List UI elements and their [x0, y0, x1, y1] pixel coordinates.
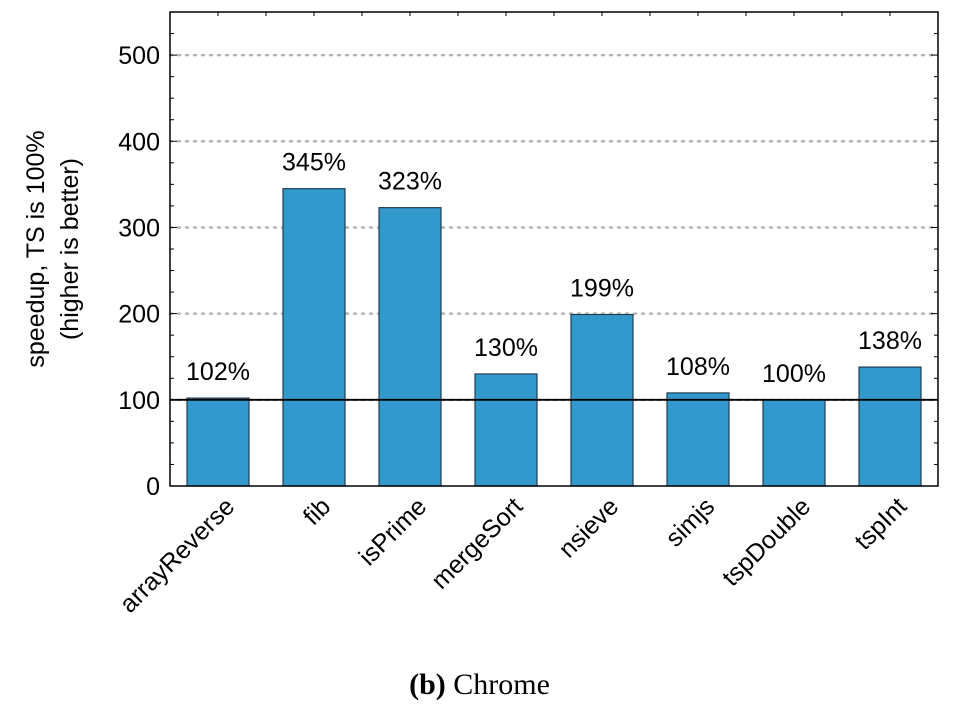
bar-arrayReverse [186, 397, 250, 487]
category-label-tspInt: tspInt [849, 492, 912, 555]
y-axis-title: speedup, TS is 100% (higher is better) [22, 130, 84, 367]
y-axis-title-line-1: speedup, TS is 100% [22, 130, 50, 367]
category-label-isPrime: isPrime [354, 492, 433, 571]
category-label-arrayReverse: arrayReverse [114, 492, 240, 618]
y-tick-label-400: 400 [118, 128, 160, 156]
caption-text: Chrome [453, 668, 550, 701]
data-label-isPrime: 323% [378, 168, 442, 196]
data-label-fib: 345% [282, 149, 346, 177]
y-axis-ticks: 0 100 200 300 400 500 [118, 11, 939, 501]
y-tick-label-500: 500 [118, 42, 160, 70]
bars [186, 188, 922, 487]
data-labels: 102% 345% 323% 130% 199% 108% 100% 138% [186, 149, 922, 388]
category-label-fib: fib [298, 492, 336, 530]
data-label-nsieve: 199% [570, 274, 634, 302]
bar-simjs [666, 392, 730, 487]
caption-label: (b) [409, 668, 446, 701]
y-tick-label-300: 300 [118, 214, 160, 242]
category-label-tspDouble: tspDouble [717, 492, 816, 591]
category-label-mergeSort: mergeSort [426, 492, 528, 594]
data-label-tspDouble: 100% [762, 360, 826, 388]
bar-tspInt [858, 366, 922, 487]
data-label-simjs: 108% [666, 353, 730, 381]
data-label-arrayReverse: 102% [186, 358, 250, 386]
category-label-simjs: simjs [660, 492, 720, 552]
category-label-nsieve: nsieve [553, 492, 624, 563]
data-label-mergeSort: 130% [474, 334, 538, 362]
y-axis-title-line-2: (higher is better) [56, 158, 84, 340]
bar-tspDouble [762, 399, 826, 487]
bar-fib [282, 188, 346, 487]
bar-isPrime [378, 207, 442, 487]
figure-caption: (b) Chrome [0, 668, 959, 702]
data-label-tspInt: 138% [858, 327, 922, 355]
y-tick-label-100: 100 [118, 387, 160, 415]
y-tick-label-200: 200 [118, 301, 160, 329]
bar-mergeSort [474, 373, 538, 487]
y-tick-label-0: 0 [146, 473, 160, 501]
